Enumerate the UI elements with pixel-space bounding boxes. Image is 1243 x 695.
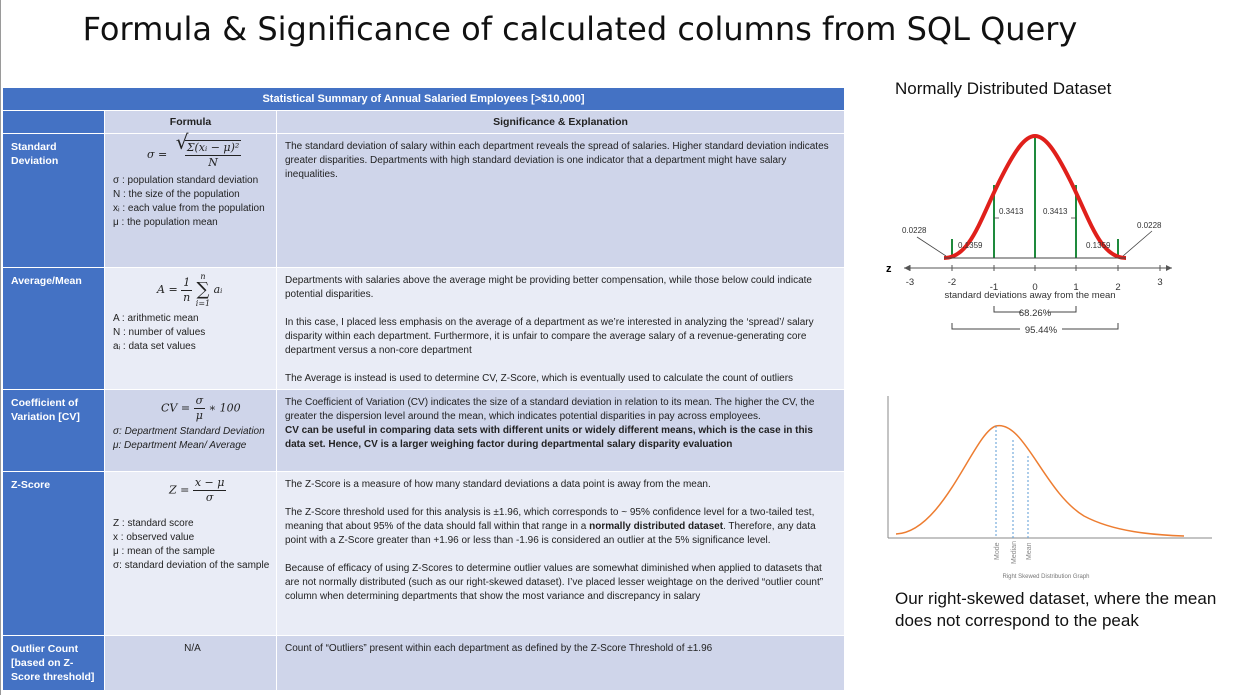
tick-label: -1 (990, 282, 998, 293)
area-label-inner-right: 0.3413 (1043, 207, 1068, 216)
significance-z-score: The Z-Score is a measure of how many sta… (275, 471, 846, 636)
table-caption: Statistical Summary of Annual Salaried E… (1, 87, 846, 111)
divider-lines (951, 136, 1119, 258)
range-bracket-68 (993, 306, 1077, 313)
normal-distribution-chart: z -3 -2 -1 0 1 2 3 standard deviations a… (886, 133, 1172, 336)
tick-label: 2 (1115, 282, 1120, 293)
normal-curve (943, 133, 1127, 260)
average-equation: A = 1 n n ∑ i=1 aᵢ (157, 272, 223, 308)
formula-outlier-count: N/A (104, 635, 277, 691)
std-dev-definitions: σ : population standard deviation N : th… (113, 175, 265, 228)
sqrt-symbol: Σ(xᵢ − μ)² N (176, 135, 242, 170)
significance-cv: The Coefficient of Variation (CV) indica… (275, 389, 846, 472)
area-label-tail-left: 0.0228 (902, 226, 927, 235)
row-header-outlier-count: Outlier Count [based on Z-Score threshol… (2, 635, 105, 691)
tick-label: 1 (1073, 282, 1078, 293)
header-significance: Significance & Explanation (275, 110, 846, 134)
skewed-curve (895, 425, 1185, 537)
normal-chart-title: Normally Distributed Dataset (895, 79, 1112, 98)
row-header-z-score: Z-Score (2, 471, 105, 636)
header-blank-cell (2, 110, 105, 134)
row-header-std-dev: Standard Deviation (2, 133, 105, 268)
stats-summary-table: Statistical Summary of Annual Salaried E… (1, 87, 846, 691)
significance-std-dev: The standard deviation of salary within … (275, 133, 846, 268)
formula-std-dev: σ = Σ(xᵢ − μ)² N σ : population standard… (104, 133, 277, 268)
area-label-outer-left: 0.1359 (958, 241, 983, 250)
significance-outlier-count: Count of “Outliers” present within each … (275, 635, 846, 691)
median-label: Median (1011, 541, 1018, 564)
range-label-68: 68.26% (1019, 308, 1052, 319)
skewed-chart-title: Right Skewed Distribution Graph (1002, 574, 1089, 580)
std-dev-equation: σ = Σ(xᵢ − μ)² N (113, 135, 272, 174)
skewed-caption: Our right-skewed dataset, where the mean… (895, 589, 1217, 630)
formula-cv: CV = σ μ ∗ 100 σ: Department Standard De… (104, 389, 277, 472)
row-header-average: Average/Mean (2, 267, 105, 390)
row-header-cv: Coefficient of Variation [CV] (2, 389, 105, 472)
average-definitions: A : arithmetic mean N : number of values… (113, 313, 206, 352)
significance-average: Departments with salaries above the aver… (275, 267, 846, 390)
mean-label: Mean (1026, 542, 1033, 560)
cv-definitions: σ: Department Standard Deviation μ: Depa… (113, 426, 265, 451)
z-score-equation: Z = x − μ σ (169, 476, 227, 504)
tick-label: 3 (1157, 277, 1162, 288)
area-label-inner-left: 0.3413 (999, 207, 1024, 216)
page-title: Formula & Significance of calculated col… (82, 10, 1078, 48)
x-axis-label: standard deviations away from the mean (944, 290, 1115, 301)
formula-average: A = 1 n n ∑ i=1 aᵢ A : arithmetic mean N… (104, 267, 277, 390)
summation-symbol: n ∑ i=1 (195, 272, 211, 308)
z-axis-symbol: z (886, 263, 892, 275)
area-label-outer-right: 0.1359 (1086, 241, 1111, 250)
range-label-95: 95.44% (1025, 325, 1058, 336)
tick-label: 0 (1032, 282, 1037, 293)
area-label-tail-right: 0.0228 (1137, 221, 1162, 230)
slide-left-border (0, 0, 1, 695)
cv-equation: CV = σ μ ∗ 100 (161, 394, 241, 422)
range-bracket-95 (951, 323, 1119, 330)
tick-label: -2 (948, 277, 956, 288)
header-formula: Formula (104, 110, 277, 134)
mode-label: Mode (994, 542, 1001, 560)
std-dev-fraction: Σ(xᵢ − μ)² N (184, 141, 242, 169)
formula-z-score: Z = x − μ σ Z : standard score x : obser… (104, 471, 277, 636)
right-skewed-chart: Mode Median Mean Right Skewed Distributi… (887, 396, 1212, 580)
tick-label: -3 (906, 277, 914, 288)
z-score-definitions: Z : standard score x : observed value μ … (113, 518, 270, 571)
